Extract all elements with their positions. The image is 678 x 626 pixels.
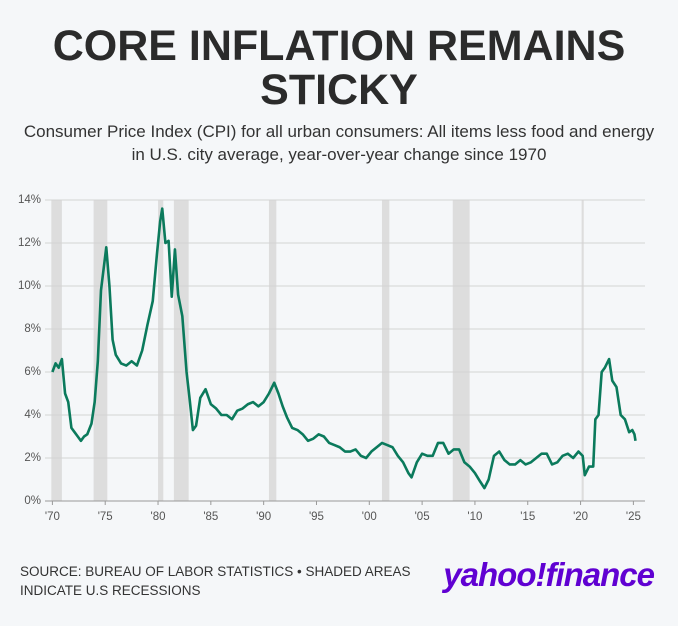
recession-band bbox=[581, 200, 584, 501]
recession-band bbox=[93, 200, 108, 501]
logo: yahoo!finance bbox=[443, 556, 655, 593]
y-tick-label: 4% bbox=[24, 409, 41, 421]
x-tick-label: '25 bbox=[626, 511, 641, 523]
x-tick-label: '15 bbox=[520, 511, 535, 523]
chart-subtitle: Consumer Price Index (CPI) for all urban… bbox=[23, 122, 655, 164]
x-tick-label: '75 bbox=[98, 511, 113, 523]
x-tick-label: '10 bbox=[467, 511, 482, 523]
recession-band bbox=[381, 200, 390, 501]
y-tick-label: 2% bbox=[24, 452, 41, 464]
data-line bbox=[51, 207, 637, 490]
x-tick-label: '90 bbox=[256, 511, 271, 523]
x-tick-label: '05 bbox=[415, 511, 430, 523]
x-tick-label: '70 bbox=[45, 511, 60, 523]
recession-band bbox=[452, 200, 470, 501]
source-note: SOURCE: BUREAU OF LABOR STATISTICS • SHA… bbox=[20, 564, 411, 598]
y-tick-label: 8% bbox=[24, 323, 41, 335]
recession-band bbox=[173, 200, 189, 501]
y-tick-label: 10% bbox=[18, 280, 41, 292]
x-tick-label: '80 bbox=[151, 511, 166, 523]
recession-band bbox=[268, 200, 277, 501]
recession-band bbox=[158, 200, 164, 501]
x-tick-label: '00 bbox=[362, 511, 377, 523]
y-tick-label: 12% bbox=[18, 237, 41, 249]
y-tick-label: 0% bbox=[24, 495, 41, 507]
x-tick-label: '95 bbox=[309, 511, 324, 523]
y-tick-label: 14% bbox=[18, 194, 41, 206]
y-tick-label: 6% bbox=[24, 366, 41, 378]
x-tick-label: '85 bbox=[203, 511, 218, 523]
chart-title: CORE INFLATION REMAINS STICKY bbox=[52, 22, 626, 114]
x-tick-label: '20 bbox=[573, 511, 588, 523]
recession-band bbox=[51, 200, 62, 501]
